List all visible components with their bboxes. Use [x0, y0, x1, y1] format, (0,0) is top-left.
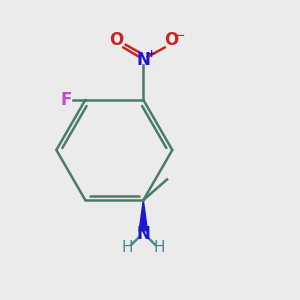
Text: O: O: [110, 32, 124, 50]
Text: F: F: [60, 91, 72, 109]
Text: −: −: [172, 28, 185, 44]
Polygon shape: [139, 200, 148, 231]
Text: N: N: [136, 51, 150, 69]
Text: N: N: [136, 225, 150, 243]
Text: O: O: [164, 32, 179, 50]
Text: +: +: [147, 49, 156, 59]
Text: H: H: [121, 240, 133, 255]
Text: H: H: [154, 240, 165, 255]
